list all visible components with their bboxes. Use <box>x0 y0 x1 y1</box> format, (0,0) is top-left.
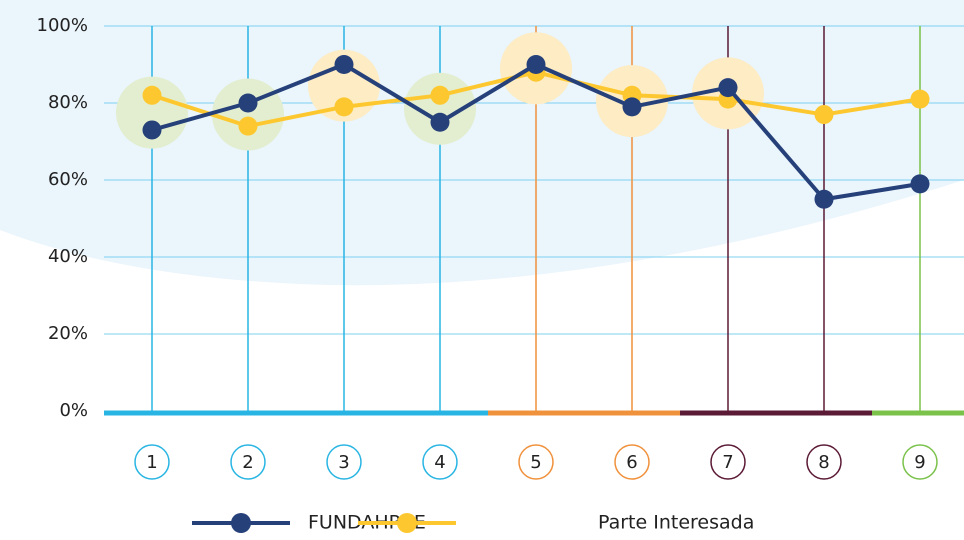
x-tick-label: 7 <box>722 452 733 473</box>
x-tick-label: 5 <box>530 452 541 473</box>
x-tick-label: 9 <box>914 452 925 473</box>
legend-marker <box>397 513 417 533</box>
x-tick-label: 4 <box>434 452 445 473</box>
series-point <box>718 78 738 98</box>
halo <box>116 76 188 149</box>
x-tick-label: 6 <box>626 452 637 473</box>
legend-marker <box>231 513 251 533</box>
x-tick-label: 3 <box>338 452 349 473</box>
category-badge <box>710 444 746 480</box>
series-point <box>814 105 834 125</box>
y-tick-label: 80% <box>48 92 88 113</box>
x-tick-label: 1 <box>146 452 157 473</box>
y-tick-label: 40% <box>48 246 88 267</box>
x-tick-label: 8 <box>818 452 829 473</box>
series-point <box>910 89 930 109</box>
category-badge <box>326 444 362 480</box>
category-badge <box>230 444 266 480</box>
series-point <box>142 120 162 140</box>
series-point <box>238 93 258 113</box>
y-tick-label: 0% <box>59 400 88 421</box>
legend-label: Parte Interesada <box>598 512 754 534</box>
series-point <box>142 85 162 105</box>
series-point <box>526 55 546 74</box>
series-point <box>238 116 258 136</box>
series-point <box>430 85 450 105</box>
y-tick-label: 100% <box>37 15 88 36</box>
x-tick-label: 2 <box>242 452 253 473</box>
series-point <box>430 112 450 132</box>
y-tick-label: 60% <box>48 169 88 190</box>
series-point <box>334 55 354 74</box>
category-badge <box>806 444 842 480</box>
y-tick-label: 20% <box>48 323 88 344</box>
category-badge <box>134 444 170 480</box>
series-point <box>622 97 642 117</box>
series-point <box>334 97 354 117</box>
series-point <box>910 174 930 194</box>
category-badge <box>614 444 650 480</box>
series-point <box>814 189 834 209</box>
category-badge <box>902 444 938 480</box>
category-badge <box>422 444 458 480</box>
category-badge <box>518 444 554 480</box>
halo <box>212 78 284 151</box>
